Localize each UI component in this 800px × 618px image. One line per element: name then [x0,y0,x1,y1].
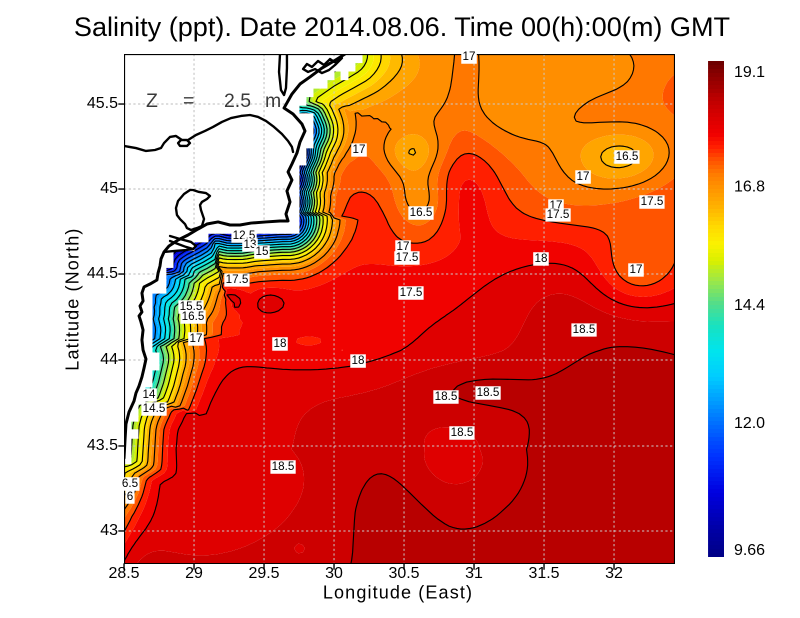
svg-text:15: 15 [256,245,269,258]
svg-text:6: 6 [127,490,133,503]
svg-text:30.5: 30.5 [388,565,419,582]
svg-text:28.5: 28.5 [108,565,139,582]
svg-text:17.5: 17.5 [396,251,419,264]
svg-text:16.5: 16.5 [616,150,639,163]
svg-text:18: 18 [352,354,365,367]
svg-text:14: 14 [143,388,156,401]
svg-text:18: 18 [274,337,287,350]
svg-text:18.5: 18.5 [477,386,500,399]
svg-text:43.5: 43.5 [87,437,118,454]
svg-text:12.0: 12.0 [734,415,765,432]
svg-text:9.66: 9.66 [734,542,765,559]
svg-text:17: 17 [397,240,410,253]
svg-text:32: 32 [605,565,623,582]
svg-text:17.5: 17.5 [547,208,570,221]
svg-text:6.5: 6.5 [122,477,138,490]
svg-text:17.5: 17.5 [226,273,249,286]
svg-text:43: 43 [100,522,118,539]
svg-text:2.5: 2.5 [224,90,251,112]
svg-text:=: = [183,90,194,112]
svg-text:14.5: 14.5 [143,402,166,415]
svg-text:31.5: 31.5 [528,565,559,582]
svg-text:16.5: 16.5 [182,310,205,323]
svg-text:44: 44 [100,351,118,368]
svg-text:18.5: 18.5 [435,390,458,403]
svg-text:18.5: 18.5 [272,460,295,473]
svg-text:Z: Z [146,90,158,112]
svg-text:17: 17 [577,170,590,183]
svg-text:31: 31 [465,565,483,582]
svg-text:17.5: 17.5 [641,195,664,208]
svg-text:14.4: 14.4 [734,297,765,314]
svg-text:Longitude (East): Longitude (East) [323,583,473,603]
svg-text:15.5: 15.5 [180,300,203,313]
svg-text:17.5: 17.5 [400,286,423,299]
svg-text:29.5: 29.5 [248,565,279,582]
svg-text:30: 30 [325,565,343,582]
svg-text:17: 17 [463,50,476,63]
svg-text:16.5: 16.5 [410,206,433,219]
svg-text:45.5: 45.5 [87,95,118,112]
svg-text:18: 18 [535,252,548,265]
svg-text:18.5: 18.5 [451,426,474,439]
svg-text:19.1: 19.1 [734,64,765,81]
svg-text:17: 17 [353,143,366,156]
svg-text:18.5: 18.5 [573,323,596,336]
svg-text:17: 17 [190,332,203,345]
svg-text:29: 29 [185,565,203,582]
svg-text:Latitude (North): Latitude (North) [63,228,83,371]
svg-text:45: 45 [100,180,118,197]
svg-text:17: 17 [630,263,643,276]
svg-text:16.8: 16.8 [734,179,765,196]
svg-text:44.5: 44.5 [87,265,118,282]
svg-text:Salinity (ppt). Date 2014.08.0: Salinity (ppt). Date 2014.08.06. Time 00… [74,11,730,42]
svg-text:m: m [265,90,281,112]
svg-text:13: 13 [244,238,257,251]
